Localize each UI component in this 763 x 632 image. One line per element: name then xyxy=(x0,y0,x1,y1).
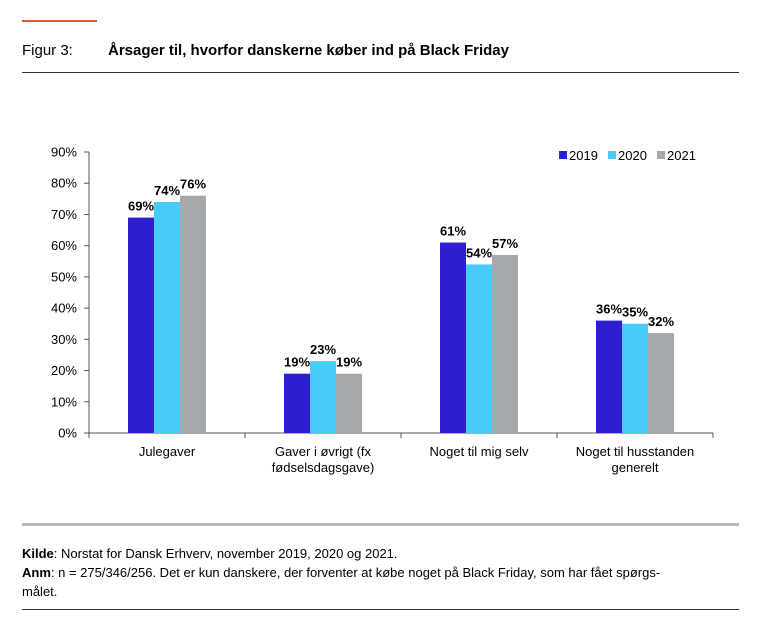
y-tick-label: 30% xyxy=(51,332,77,347)
bottom-rule xyxy=(22,609,739,610)
y-tick-label: 70% xyxy=(51,207,77,222)
data-label: 57% xyxy=(492,236,518,251)
data-label: 61% xyxy=(440,224,466,239)
x-axis: Julegaver Gaver i øvrigt (fxfødselsdagsga… xyxy=(88,432,714,475)
data-label: 54% xyxy=(466,245,492,260)
bar-2019 xyxy=(596,320,622,433)
data-label: 76% xyxy=(180,177,206,192)
legend-swatch xyxy=(608,151,616,159)
note-text-line2: målet. xyxy=(22,584,58,599)
bar-chart: 0% 10% 20% 30% 40% 50% 60% 70% 80% 90% Julegaver G… xyxy=(51,145,714,475)
figure-title: Årsager til, hvorfor danskerne køber ind… xyxy=(108,42,509,59)
legend-swatch xyxy=(559,151,567,159)
bar-2021 xyxy=(492,255,518,433)
data-label: 36% xyxy=(596,302,622,317)
y-tick-label: 40% xyxy=(51,301,77,316)
note-label: Anm xyxy=(22,565,51,580)
legend-label: 2021 xyxy=(667,148,696,163)
y-tick-label: 60% xyxy=(51,238,77,253)
data-label: 74% xyxy=(154,183,180,198)
data-label: 32% xyxy=(648,314,674,329)
bar-2019 xyxy=(284,373,310,433)
x-tick-label: Julegaver xyxy=(139,444,196,459)
source-note: Kilde: Norstat for Dansk Erhverv, novemb… xyxy=(22,544,737,563)
source-label: Kilde xyxy=(22,546,54,561)
grey-rule xyxy=(22,523,739,526)
data-label: 19% xyxy=(336,355,362,370)
legend: 2019 2020 2021 xyxy=(559,148,696,163)
bar-2020 xyxy=(154,201,180,433)
legend-label: 2020 xyxy=(618,148,647,163)
data-label: 19% xyxy=(284,355,310,370)
bar-2020 xyxy=(622,323,648,433)
bars: 69% 19% 61% 36% 74% 23% 54% 35% 76% 19% 57% 32% xyxy=(128,177,674,433)
note-text-line1: : n = 275/346/256. Det er kun danskere, … xyxy=(50,565,661,580)
bar-2019 xyxy=(440,242,466,433)
y-tick-label: 20% xyxy=(51,363,77,378)
x-tick-label: Noget til husstanden xyxy=(576,444,695,459)
y-tick-label: 90% xyxy=(51,145,77,160)
remark-note: Anm: n = 275/346/256. Det er kun dansker… xyxy=(22,563,737,582)
figure-header: Figur 3: Årsager til, hvorfor danskerne k… xyxy=(22,42,509,59)
accent-line xyxy=(22,20,97,22)
bar-2021 xyxy=(180,195,206,433)
legend-swatch xyxy=(657,151,665,159)
data-label: 23% xyxy=(310,342,336,357)
x-tick-label: Noget til mig selv xyxy=(430,444,529,459)
data-label: 35% xyxy=(622,305,648,320)
bar-2019 xyxy=(128,217,154,433)
top-rule xyxy=(22,72,739,73)
bar-2020 xyxy=(466,264,492,433)
y-tick-label: 10% xyxy=(51,394,77,409)
y-tick-label: 50% xyxy=(51,269,77,284)
notes: Kilde: Norstat for Dansk Erhverv, novemb… xyxy=(22,544,737,601)
y-tick-label: 80% xyxy=(51,176,77,191)
x-tick-label: generelt xyxy=(612,460,659,475)
data-label: 69% xyxy=(128,199,154,214)
figure-label: Figur 3: xyxy=(22,42,73,59)
bar-2021 xyxy=(648,333,674,433)
y-axis: 0% 10% 20% 30% 40% 50% 60% 70% 80% 90% xyxy=(51,145,90,441)
bar-2020 xyxy=(310,361,336,433)
legend-label: 2019 xyxy=(569,148,598,163)
x-tick-label: fødselsdagsgave) xyxy=(272,460,375,475)
bar-2021 xyxy=(336,373,362,433)
y-tick-label: 0% xyxy=(58,426,77,441)
x-tick-label: Gaver i øvrigt (fx xyxy=(275,444,372,459)
source-text: : Norstat for Dansk Erhverv, november 20… xyxy=(53,546,398,561)
